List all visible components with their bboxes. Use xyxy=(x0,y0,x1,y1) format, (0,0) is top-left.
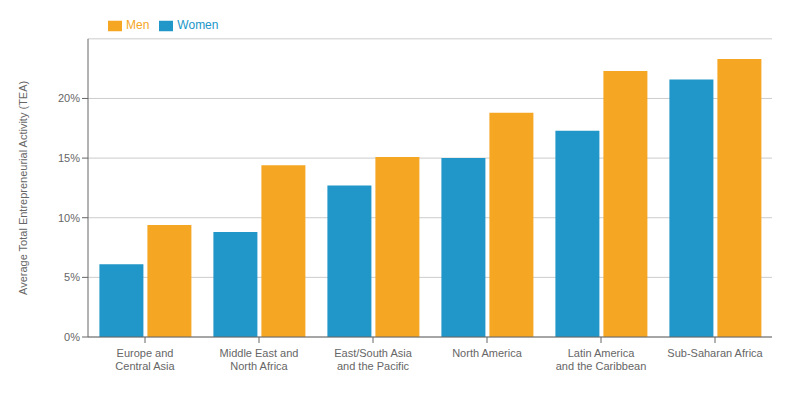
svg-text:0%: 0% xyxy=(64,331,80,343)
svg-text:Average Total Entrepreneurial: Average Total Entrepreneurial Activity (… xyxy=(17,81,29,295)
svg-text:15%: 15% xyxy=(58,152,80,164)
svg-text:5%: 5% xyxy=(64,271,80,283)
svg-text:Sub-Saharan Africa: Sub-Saharan Africa xyxy=(667,347,763,359)
html-text:Women: Women xyxy=(177,18,219,32)
svg-text:Latin Americaand the Caribbean: Latin Americaand the Caribbean xyxy=(556,347,647,372)
svg-text:Middle East andNorth Africa: Middle East andNorth Africa xyxy=(220,347,299,372)
svg-text:Europe andCentral Asia: Europe andCentral Asia xyxy=(115,347,175,372)
html-text:Men: Men xyxy=(126,18,150,32)
svg-text:East/South Asiaand the Pacific: East/South Asiaand the Pacific xyxy=(334,347,413,372)
svg-text:20%: 20% xyxy=(58,92,80,104)
svg-text:North America: North America xyxy=(452,347,523,359)
svg-text:10%: 10% xyxy=(58,212,80,224)
